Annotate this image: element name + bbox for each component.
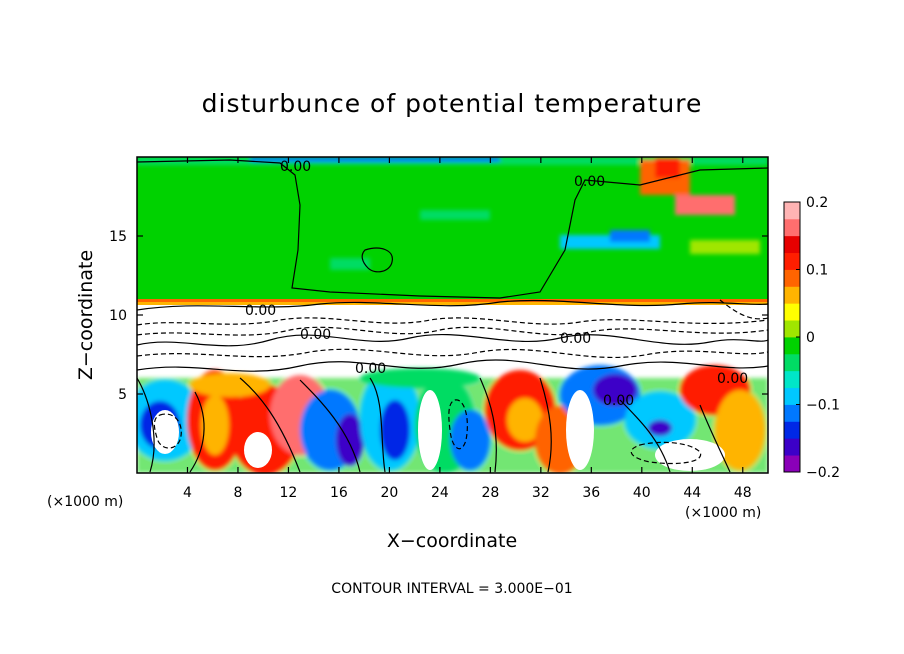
- contour-labels: 0.00 0.00 0.00 0.00 0.00 0.00 0.00 0.00: [245, 159, 748, 409]
- inversion-band-lower: [137, 302, 768, 305]
- zero-contour-boundary: [137, 299, 768, 311]
- x-tick-label: 16: [330, 485, 348, 501]
- colorbar-swatch: [784, 387, 800, 405]
- colorbar: [784, 202, 800, 473]
- x-tick-label: 12: [280, 485, 298, 501]
- colorbar-swatch: [784, 353, 800, 372]
- colorbar-swatch: [784, 269, 800, 287]
- colorbar-swatch: [784, 320, 800, 338]
- x-tick-label: 20: [380, 485, 398, 501]
- x-tick-label: 36: [582, 485, 600, 501]
- x-tick-label: 44: [683, 485, 701, 501]
- colorbar-swatch: [784, 455, 800, 473]
- colorbar-swatch: [784, 202, 800, 220]
- contour-label: 0.00: [245, 303, 276, 319]
- colorbar-tick-label: 0: [806, 330, 815, 346]
- contour-label: 0.00: [574, 174, 605, 190]
- upper-patches: [137, 157, 768, 270]
- colorbar-swatch: [784, 337, 800, 355]
- zero-contour-island: [361, 247, 393, 273]
- colorbar-swatch: [784, 286, 800, 304]
- colorbar-tick-label: 0.2: [806, 195, 828, 211]
- x-unit-right: (×1000 m): [685, 505, 761, 521]
- colorbar-swatch: [784, 438, 800, 456]
- colorbar-swatch: [784, 421, 800, 439]
- contour-interval-note: CONTOUR INTERVAL = 3.000E−01: [331, 581, 572, 597]
- colorbar-swatch: [784, 303, 800, 321]
- colorbar-swatch: [784, 235, 800, 254]
- colorbar-swatch: [784, 252, 800, 270]
- contour-label: 0.00: [300, 327, 331, 343]
- contour-lines: [137, 159, 768, 473]
- contour-label: 0.00: [560, 331, 591, 347]
- colorbar-swatch: [784, 370, 800, 389]
- contour-label: 0.00: [355, 361, 386, 377]
- plot-area: 0.00 0.00 0.00 0.00 0.00 0.00 0.00 0.00: [137, 157, 768, 473]
- y-axis-ticks: 5 10 15: [109, 229, 768, 403]
- colorbar-swatch: [784, 404, 800, 422]
- lower-white-cells: [151, 390, 725, 471]
- y-axis-label: Z−coordinate: [75, 250, 97, 380]
- y-tick-label: 10: [109, 308, 127, 324]
- inversion-band-upper: [137, 299, 768, 302]
- contour-label: 0.00: [717, 371, 748, 387]
- x-axis-ticks: 4 8 12 16 20 24 28 32 36 40 44 48: [183, 157, 752, 501]
- x-tick-label: 28: [481, 485, 499, 501]
- x-unit-left: (×1000 m): [47, 494, 123, 510]
- x-tick-label: 48: [734, 485, 752, 501]
- x-tick-label: 40: [633, 485, 651, 501]
- contour-lines-dashed: [137, 299, 768, 465]
- x-tick-label: 8: [233, 485, 242, 501]
- contour-label: 0.00: [603, 393, 634, 409]
- y-tick-label: 5: [118, 387, 127, 403]
- x-tick-label: 24: [431, 485, 449, 501]
- colorbar-ticks: 0.2 0.1 0 −0.1 −0.2: [796, 195, 840, 481]
- colorbar-tick-label: 0.1: [806, 263, 828, 279]
- x-tick-label: 4: [183, 485, 192, 501]
- chart-title: disturbunce of potential temperature: [202, 89, 703, 118]
- x-tick-label: 32: [532, 485, 550, 501]
- contour-label: 0.00: [280, 159, 311, 175]
- colorbar-swatch: [784, 218, 800, 237]
- x-axis-label: X−coordinate: [387, 530, 517, 552]
- zero-contour-upper: [137, 159, 768, 299]
- colorbar-tick-label: −0.2: [806, 465, 840, 481]
- colorbar-tick-label: −0.1: [806, 398, 840, 414]
- y-tick-label: 15: [109, 229, 127, 245]
